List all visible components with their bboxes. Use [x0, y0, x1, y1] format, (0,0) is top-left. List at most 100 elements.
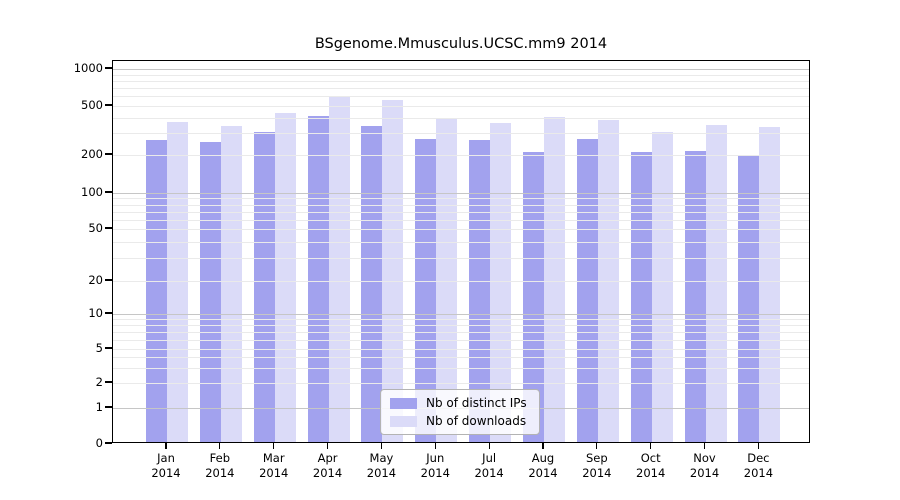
gridline-minor: [113, 88, 809, 90]
gridline-minor: [113, 219, 809, 221]
x-tick-mark: [273, 443, 275, 449]
x-tick-label-dec: Dec 2014: [730, 451, 786, 481]
gridline-minor: [113, 133, 809, 135]
gridline-minor: [113, 383, 809, 384]
y-tick-mark: [105, 279, 112, 281]
x-tick-label-nov: Nov 2014: [677, 451, 733, 481]
x-tick-month: Mar: [262, 451, 285, 465]
x-tick-month: Dec: [747, 451, 770, 465]
y-tick-label-5: 5: [95, 341, 103, 355]
y-tick-label-0: 0: [95, 436, 103, 450]
y-tick-label-20: 20: [88, 273, 103, 287]
bar-distinct-ips-dec: [738, 156, 760, 442]
grid-layer: [113, 61, 809, 442]
chart-title: BSgenome.Mmusculus.UCSC.mm9 2014: [314, 36, 608, 52]
gridline-minor: [113, 117, 809, 119]
x-tick-year: 2014: [743, 466, 774, 480]
x-tick-month: Feb: [209, 451, 231, 465]
x-tick-month: Oct: [640, 451, 661, 465]
gridline-minor: [113, 229, 809, 230]
x-tick-mark: [380, 443, 382, 449]
gridline-minor: [113, 357, 809, 359]
legend-item-distinct-ips: Nb of distinct IPs: [390, 396, 527, 410]
bar-distinct-ips-sep: [576, 138, 598, 442]
x-tick-label-aug: Aug 2014: [515, 451, 571, 481]
y-tick-mark: [105, 442, 112, 444]
x-tick-label-oct: Oct 2014: [623, 451, 679, 481]
x-tick-mark: [326, 443, 329, 449]
gridline-minor: [113, 332, 809, 333]
x-tick-label-feb: Feb 2014: [192, 451, 248, 481]
bar-downloads-mar: [274, 112, 296, 442]
x-tick-label-apr: Apr 2014: [300, 451, 356, 481]
y-tick-label-1000: 1000: [73, 61, 103, 75]
x-tick-month: Jun: [426, 451, 445, 465]
gridline-minor: [113, 367, 809, 369]
x-tick-year: 2014: [259, 466, 289, 480]
y-tick-mark: [105, 227, 112, 229]
x-tick-year: 2014: [420, 466, 450, 480]
bar-downloads-dec: [759, 127, 781, 442]
y-tick-label-100: 100: [81, 185, 103, 199]
x-tick-label-sep: Sep 2014: [569, 451, 625, 481]
x-tick-year: 2014: [205, 466, 235, 480]
y-tick-mark: [105, 312, 112, 314]
gridline-minor: [113, 96, 809, 98]
gridline-minor: [113, 241, 809, 243]
gridline-major: [113, 193, 809, 194]
y-tick-mark: [105, 67, 112, 69]
bars-layer: [113, 61, 809, 442]
y-tick-label-10: 10: [88, 306, 103, 320]
x-tick-year: 2014: [151, 466, 181, 480]
gridline-minor: [113, 74, 809, 76]
y-tick-label-200: 200: [81, 147, 103, 161]
bar-downloads-aug: [543, 116, 565, 442]
x-tick-month: Nov: [693, 451, 716, 465]
bar-distinct-ips-oct: [630, 152, 652, 442]
bar-downloads-feb: [220, 125, 242, 442]
y-tick-label-2: 2: [95, 375, 103, 389]
x-tick-month: Apr: [317, 451, 338, 465]
y-tick-mark: [105, 153, 112, 155]
gridline-major: [113, 314, 809, 315]
bar-distinct-ips-mar: [253, 132, 275, 442]
gridline-minor: [113, 349, 809, 350]
y-tick-mark: [105, 347, 112, 349]
x-tick-mark: [757, 443, 759, 449]
plot-area: Nb of distinct IPs Nb of downloads: [112, 60, 810, 443]
gridline-major: [113, 69, 809, 70]
x-tick-mark: [703, 443, 706, 449]
x-tick-month: Sep: [585, 451, 608, 465]
bar-distinct-ips-feb: [199, 141, 221, 442]
bar-distinct-ips-jan: [146, 140, 167, 442]
y-tick-label-50: 50: [88, 221, 103, 235]
x-tick-month: May: [369, 451, 394, 465]
x-tick-mark: [488, 443, 490, 449]
bar-downloads-sep: [597, 119, 619, 442]
gridline-minor: [113, 155, 809, 156]
x-tick-label-may: May 2014: [353, 451, 409, 481]
legend-label-downloads: Nb of downloads: [426, 414, 527, 428]
y-tick-mark: [105, 381, 112, 383]
legend-swatch-downloads: [390, 415, 417, 427]
bar-downloads-apr: [328, 96, 350, 442]
gridline-minor: [113, 325, 809, 327]
gridline-minor: [113, 339, 809, 341]
x-tick-label-mar: Mar 2014: [246, 451, 302, 481]
gridline-minor: [113, 281, 809, 282]
legend-label-distinct-ips: Nb of distinct IPs: [426, 396, 527, 410]
y-tick-mark: [105, 104, 112, 106]
x-tick-mark: [219, 443, 221, 449]
x-tick-month: Aug: [531, 451, 555, 465]
y-tick-mark: [105, 191, 112, 193]
x-tick-year: 2014: [528, 466, 558, 480]
x-tick-mark: [650, 443, 652, 449]
x-tick-year: 2014: [312, 466, 343, 480]
gridline-minor: [113, 106, 809, 107]
x-tick-mark: [434, 443, 436, 449]
legend-swatch-distinct-ips: [390, 397, 417, 409]
x-tick-label-jun: Jun 2014: [407, 451, 463, 481]
x-tick-mark: [542, 443, 544, 449]
bar-distinct-ips-apr: [307, 115, 329, 442]
